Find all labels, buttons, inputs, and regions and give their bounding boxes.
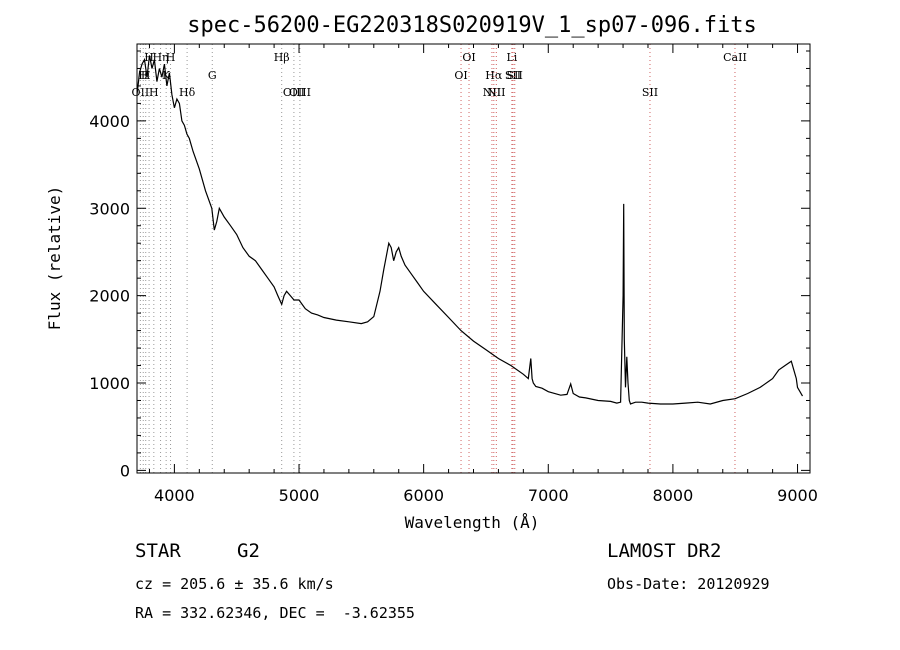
y-axis: 0 1000 2000 3000 4000 — [89, 50, 810, 480]
object-class: STAR — [135, 540, 181, 562]
spectral-line-label: NII — [487, 86, 505, 99]
y-axis-label: Flux (relative) — [45, 186, 64, 331]
spectral-line-label: NII — [483, 86, 501, 99]
x-tick-label: 9000 — [777, 486, 818, 505]
y-tick-label: 1000 — [89, 374, 130, 393]
chart-title: spec-56200-EG220318S020919V_1_sp07-096.f… — [187, 13, 757, 38]
spectral-line-label: Hα — [485, 69, 503, 82]
x-tick-label: 5000 — [279, 486, 320, 505]
plot-frame — [136, 43, 811, 474]
spectral-line-label: OII — [132, 86, 150, 99]
y-tick-label: 3000 — [89, 199, 130, 218]
spectral-line-label: Li — [506, 51, 517, 64]
x-axis-label: Wavelength (Å) — [405, 513, 540, 532]
spectral-line-label: H — [149, 86, 159, 99]
y-tick-label: 0 — [120, 461, 130, 480]
spectral-line-label: SII — [642, 86, 658, 99]
spectral-line-label: OI — [454, 69, 467, 82]
spectral-line-label: OIII — [289, 86, 311, 99]
x-tick-label: 6000 — [403, 486, 444, 505]
redshift-velocity: cz = 205.6 ± 35.6 km/s — [135, 575, 334, 593]
x-tick-label: 4000 — [154, 486, 195, 505]
spectral-line-label: CaII — [723, 51, 747, 64]
ra-dec-coordinates: RA = 332.62346, DEC = -3.62355 — [135, 604, 415, 622]
y-tick-label: 4000 — [89, 112, 130, 131]
x-axis: 4000 5000 6000 7000 8000 9000 — [148, 44, 818, 505]
spectral-line-label: SII — [507, 69, 523, 82]
object-subclass: G2 — [237, 540, 260, 562]
x-tick-label: 7000 — [528, 486, 569, 505]
spectral-line-label: K — [162, 69, 171, 82]
spectral-line-label: Hη — [152, 51, 168, 64]
spectral-line-label: H — [138, 69, 148, 82]
spectrum-line — [136, 55, 804, 405]
spectral-line-label: Hβ — [274, 51, 290, 64]
spectral-line-label: G — [208, 69, 217, 82]
y-tick-label: 2000 — [89, 287, 130, 306]
survey-name: LAMOST DR2 — [607, 540, 722, 562]
spectral-line-label: H — [141, 69, 151, 82]
spectral-line-markers: OIIHHHHHηKHHδGHβOIIIOIIIOIOINIIHαNIILiSI… — [132, 44, 747, 473]
observation-date: Obs-Date: 20120929 — [607, 575, 770, 593]
spectral-line-label: OI — [462, 51, 475, 64]
spectral-line-label: SII — [505, 69, 521, 82]
spectral-line-label: H — [166, 51, 176, 64]
x-tick-label: 8000 — [653, 486, 694, 505]
spectral-line-label: Hδ — [179, 86, 196, 99]
spectral-line-label: OIII — [283, 86, 305, 99]
